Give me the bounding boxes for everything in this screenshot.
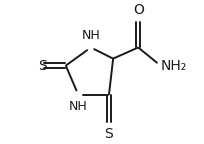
Text: NH: NH — [69, 100, 88, 113]
Text: S: S — [105, 127, 113, 141]
Text: O: O — [133, 3, 144, 17]
Text: NH₂: NH₂ — [161, 59, 187, 73]
Text: S: S — [38, 59, 47, 73]
Text: NH: NH — [81, 29, 100, 42]
